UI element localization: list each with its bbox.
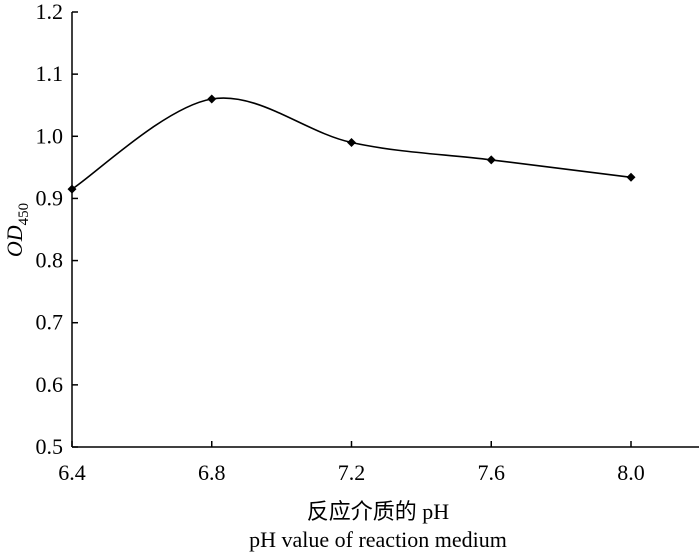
x-tick-label: 7.6 [478,460,506,485]
series-line [71,97,632,190]
data-point-marker [626,172,636,182]
data-point-marker [347,138,356,147]
y-axis-title-subscript: 450 [16,203,32,226]
series-group [67,94,636,194]
x-tick-label: 7.2 [338,460,366,485]
x-axis-ticks: 6.4 6.8 7.2 7.6 8.0 [58,441,645,485]
y-tick-label: 1.0 [36,123,64,148]
x-tick-label: 8.0 [617,460,645,485]
y-tick-label: 1.2 [36,0,64,24]
y-axis-ticks: 0.5 0.6 0.7 0.8 0.9 1.0 1.1 1.2 [36,0,78,459]
y-tick-label: 0.6 [36,372,64,397]
y-tick-label: 0.8 [36,248,64,273]
chart-axes [71,12,699,448]
x-tick-label: 6.4 [58,460,86,485]
y-axis-title-main: OD [2,225,27,257]
x-tick-label: 6.8 [198,460,226,485]
y-axis-title: OD450 [2,203,32,257]
y-tick-label: 0.9 [36,185,64,210]
y-tick-label: 0.7 [36,310,64,335]
data-point-marker [207,94,217,104]
x-axis-title-english: pH value of reaction medium [249,527,507,552]
data-point-marker [67,184,77,194]
data-point-marker [486,155,496,165]
y-tick-label: 0.5 [36,434,64,459]
x-axis-title-chinese: 反应介质的 pH [307,499,450,524]
y-tick-label: 1.1 [36,61,64,86]
